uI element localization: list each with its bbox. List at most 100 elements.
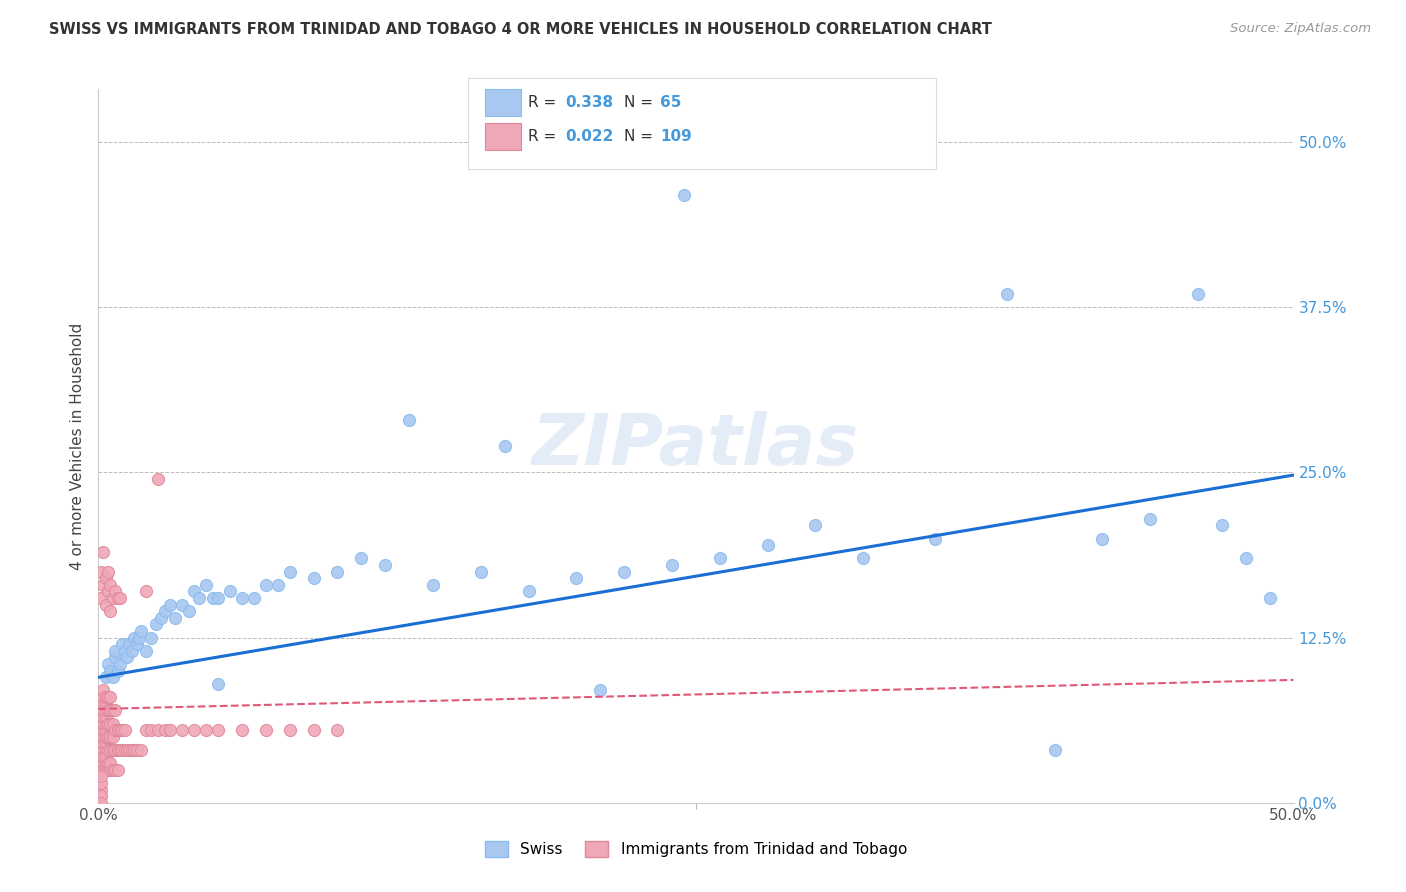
Point: [114, 743, 136, 757]
Point: [187, 591, 209, 605]
Point: [108, 591, 131, 605]
Point: [97, 716, 120, 731]
Point: [135, 723, 157, 738]
Point: [231, 591, 253, 605]
Point: [565, 571, 588, 585]
Point: [254, 723, 277, 738]
Point: [91, 697, 114, 711]
Point: [97, 690, 120, 704]
Point: [155, 723, 177, 738]
Point: [219, 584, 242, 599]
Point: [90, 796, 112, 810]
Point: [91, 545, 114, 559]
Point: [94, 730, 117, 744]
Point: [107, 664, 129, 678]
Point: [121, 743, 143, 757]
Point: [131, 624, 153, 638]
Point: [97, 730, 120, 744]
Point: [90, 716, 112, 731]
Point: [90, 789, 112, 804]
Point: [302, 571, 325, 585]
Point: [97, 756, 120, 771]
Point: [90, 565, 112, 579]
Point: [97, 703, 120, 717]
Text: ZIPatlas: ZIPatlas: [533, 411, 859, 481]
Point: [111, 723, 134, 738]
Point: [91, 763, 114, 777]
Point: [90, 749, 112, 764]
Point: [98, 716, 122, 731]
Point: [98, 743, 122, 757]
Point: [114, 644, 136, 658]
Text: SWISS VS IMMIGRANTS FROM TRINIDAD AND TOBAGO 4 OR MORE VEHICLES IN HOUSEHOLD COR: SWISS VS IMMIGRANTS FROM TRINIDAD AND TO…: [49, 22, 993, 37]
Text: 0.338: 0.338: [565, 95, 613, 110]
Point: [90, 782, 112, 797]
Point: [145, 617, 167, 632]
Point: [90, 730, 112, 744]
Point: [98, 703, 122, 717]
Point: [139, 723, 162, 738]
Point: [422, 578, 444, 592]
Point: [94, 756, 117, 771]
Point: [159, 723, 181, 738]
Point: [202, 591, 225, 605]
Point: [1139, 511, 1161, 525]
Point: [1091, 532, 1114, 546]
Point: [98, 690, 122, 704]
Point: [135, 584, 157, 599]
Text: 0.022: 0.022: [565, 129, 613, 145]
Point: [1187, 287, 1209, 301]
Point: [494, 439, 516, 453]
Point: [709, 551, 731, 566]
Point: [924, 532, 946, 546]
Point: [398, 412, 420, 426]
Point: [98, 756, 122, 771]
Point: [179, 604, 201, 618]
Point: [94, 716, 117, 731]
Point: [661, 558, 683, 572]
Point: [589, 683, 612, 698]
Point: [172, 723, 194, 738]
Point: [254, 578, 277, 592]
Point: [90, 723, 112, 738]
Point: [97, 763, 120, 777]
Point: [195, 578, 218, 592]
Point: [94, 670, 117, 684]
Point: [97, 743, 120, 757]
Point: [115, 650, 138, 665]
Point: [101, 591, 124, 605]
Point: [104, 650, 127, 665]
Point: [91, 690, 114, 704]
Point: [1211, 518, 1233, 533]
Point: [98, 730, 122, 744]
Point: [131, 743, 153, 757]
Y-axis label: 4 or more Vehicles in Household: 4 or more Vehicles in Household: [70, 322, 86, 570]
Point: [118, 743, 141, 757]
Point: [91, 710, 114, 724]
Text: 65: 65: [661, 95, 682, 110]
Point: [118, 637, 141, 651]
Point: [90, 743, 112, 757]
Text: R =: R =: [529, 95, 561, 110]
Point: [97, 657, 120, 671]
Point: [94, 763, 117, 777]
Point: [517, 584, 540, 599]
Point: [1258, 591, 1281, 605]
Text: N =: N =: [624, 95, 658, 110]
Point: [326, 723, 349, 738]
Point: [101, 763, 124, 777]
Point: [148, 723, 170, 738]
Point: [756, 538, 779, 552]
Point: [107, 743, 129, 757]
Point: [91, 578, 114, 592]
Point: [101, 703, 124, 717]
Point: [94, 736, 117, 750]
Point: [108, 657, 131, 671]
Point: [183, 584, 205, 599]
Point: [108, 723, 131, 738]
Point: [101, 730, 124, 744]
Point: [111, 743, 134, 757]
Point: [91, 716, 114, 731]
Point: [183, 723, 205, 738]
Point: [91, 723, 114, 738]
